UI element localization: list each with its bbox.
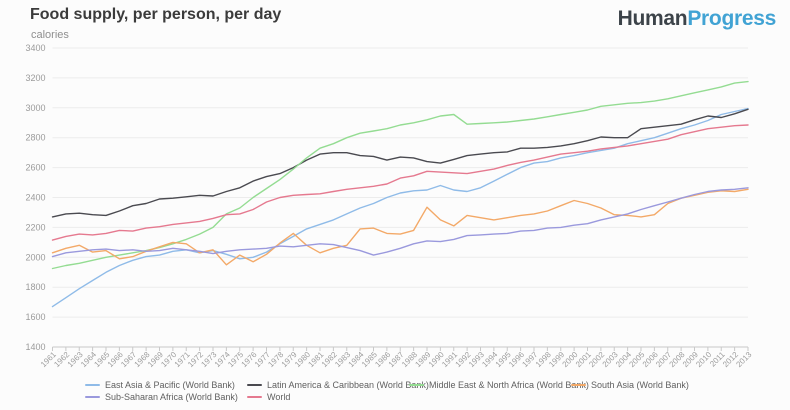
legend-label: Sub-Saharan Africa (World Bank) <box>105 392 238 402</box>
legend-swatch <box>571 384 586 386</box>
gridlines <box>52 47 748 348</box>
x-axis: 1961196219631964196519661967196819691970… <box>39 347 754 369</box>
page-title: Food supply, per person, per day <box>30 6 282 23</box>
logo-human: Human <box>617 7 688 30</box>
food-supply-chart: 1400 1600 1800 2000 2200 2400 2600 2800 3000 3200… <box>25 43 754 369</box>
y-tick-label: 2200 <box>25 222 45 232</box>
legend-label: Middle East & North Africa (World Bank) <box>429 380 589 390</box>
series-line-latin-america-caribbean-world-bank <box>51 108 749 218</box>
logo-progress: Progress <box>687 7 776 30</box>
y-tick-label: 2600 <box>25 163 45 173</box>
legend-swatch <box>409 384 424 386</box>
legend-label: South Asia (World Bank) <box>591 380 689 390</box>
legend-item-middle-east-north-africa-world-bank[interactable]: Middle East & North Africa (World Bank) <box>409 380 589 390</box>
chart-legend: East Asia & Pacific (World Bank) Latin Am… <box>85 379 733 403</box>
x-tick-label: 2013 <box>734 350 753 369</box>
y-tick-label: 2400 <box>25 193 45 203</box>
y-tick-label: 2800 <box>25 133 45 143</box>
series-line-south-asia-world-bank <box>51 188 749 266</box>
chart-subtitle: calories <box>31 29 69 41</box>
legend-swatch <box>85 384 100 386</box>
y-tick-label: 3000 <box>25 103 45 113</box>
legend-swatch <box>247 384 262 386</box>
legend-item-latin-america-caribbean-world-bank[interactable]: Latin America & Caribbean (World Bank) <box>247 380 429 390</box>
y-axis: 1400 1600 1800 2000 2200 2400 2600 2800 3000 3200… <box>25 43 45 352</box>
y-tick-label: 3400 <box>25 43 45 53</box>
legend-swatch <box>85 396 100 398</box>
legend-swatch <box>247 396 262 398</box>
legend-label: World <box>267 392 291 402</box>
legend-item-world[interactable]: World <box>247 392 409 402</box>
y-tick-label: 1800 <box>25 282 45 292</box>
legend-item-sub-saharan-africa-world-bank[interactable]: Sub-Saharan Africa (World Bank) <box>85 392 247 402</box>
series-line-sub-saharan-africa-world-bank <box>51 187 749 258</box>
legend-label: Latin America & Caribbean (World Bank) <box>267 380 429 390</box>
y-tick-label: 1600 <box>25 312 45 322</box>
legend-item-east-asia-pacific-world-bank[interactable]: East Asia & Pacific (World Bank) <box>85 380 247 390</box>
series-line-world <box>51 124 749 241</box>
series-lines <box>51 80 749 308</box>
series-line-middle-east-north-africa-world-bank <box>51 80 749 270</box>
y-tick-label: 2000 <box>25 252 45 262</box>
humanprogress-logo[interactable]: HumanProgress <box>617 7 777 31</box>
y-tick-label: 3200 <box>25 73 45 83</box>
y-tick-label: 1400 <box>25 342 45 352</box>
legend-item-south-asia-world-bank[interactable]: South Asia (World Bank) <box>571 380 733 390</box>
series-line-east-asia-pacific-world-bank <box>51 107 749 308</box>
legend-label: East Asia & Pacific (World Bank) <box>105 380 235 390</box>
